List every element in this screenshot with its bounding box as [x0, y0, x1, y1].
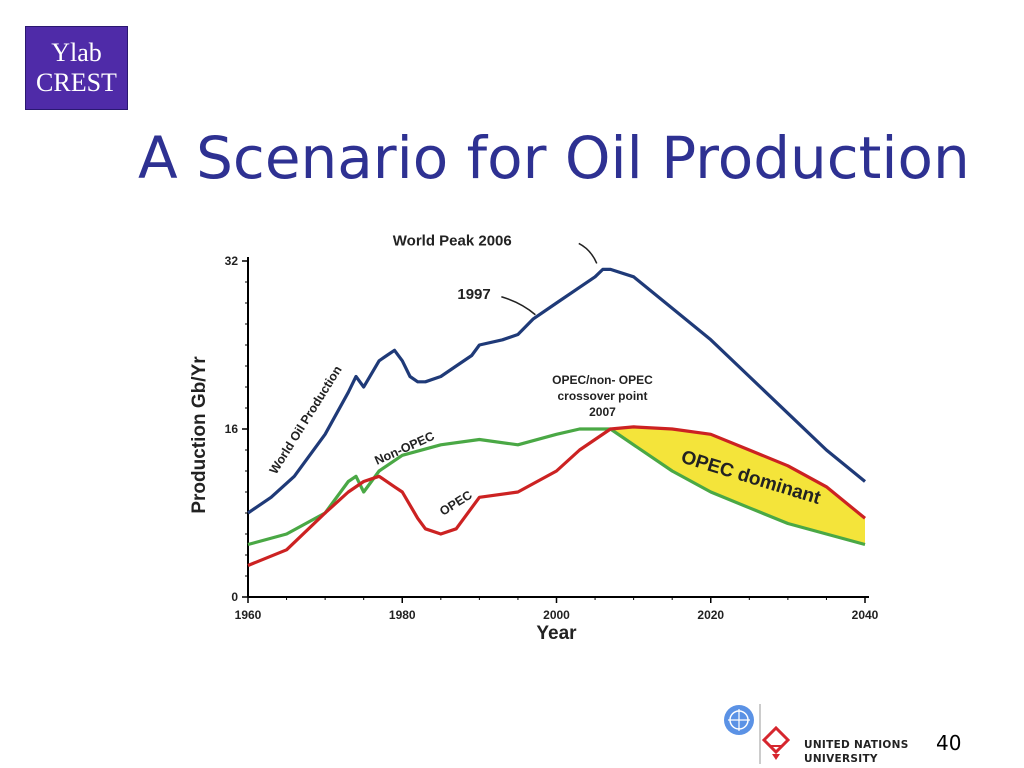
arrow-1997 [501, 296, 536, 316]
un-unu-logo [724, 704, 791, 764]
x-axis-label: Year [536, 623, 577, 644]
x-tick-label: 1980 [389, 608, 416, 622]
slide-number: 40 [936, 731, 962, 755]
annotation-crossover-line-1: OPEC/non- OPEC [552, 373, 653, 387]
annotation-1997: 1997 [457, 286, 490, 303]
oil-production-chart: 0 16 32 1960 1980 2000 2020 2040 Year Production … [189, 232, 879, 644]
ylab-crest-badge: Ylab CREST [25, 26, 128, 110]
badge-line-1: Ylab [51, 38, 102, 67]
annotation-crossover-line-3: 2007 [589, 405, 616, 419]
x-tick-label: 2020 [697, 608, 724, 622]
opec-dominant-area [610, 426, 865, 545]
world-oil-production-line [247, 267, 867, 515]
x-tick-label: 2040 [852, 608, 879, 622]
slide-title: A Scenario for Oil Production [138, 124, 970, 192]
badge-line-2: CREST [36, 68, 117, 97]
unu-wordmark: UNITED NATIONS UNIVERSITY [804, 738, 909, 766]
y-tick-label: 0 [231, 590, 238, 604]
annotation-crossover-line-2: crossover point [557, 389, 647, 403]
unu-line-2: UNIVERSITY [804, 753, 878, 765]
annotation-world-peak: World Peak 2006 [393, 232, 512, 249]
x-tick-label: 1960 [235, 608, 262, 622]
un-emblem-icon [724, 705, 754, 735]
x-tick-label: 2000 [543, 608, 570, 622]
y-axis-label: Production Gb/Yr [189, 356, 210, 514]
non-opec-line [247, 427, 866, 547]
unu-logo-icon [761, 725, 791, 760]
unu-line-1: UNITED NATIONS [804, 739, 909, 751]
opec-line [247, 425, 867, 567]
world-peak-arrow [578, 242, 598, 264]
y-tick-label: 16 [225, 422, 239, 436]
y-tick-label: 32 [225, 254, 239, 268]
